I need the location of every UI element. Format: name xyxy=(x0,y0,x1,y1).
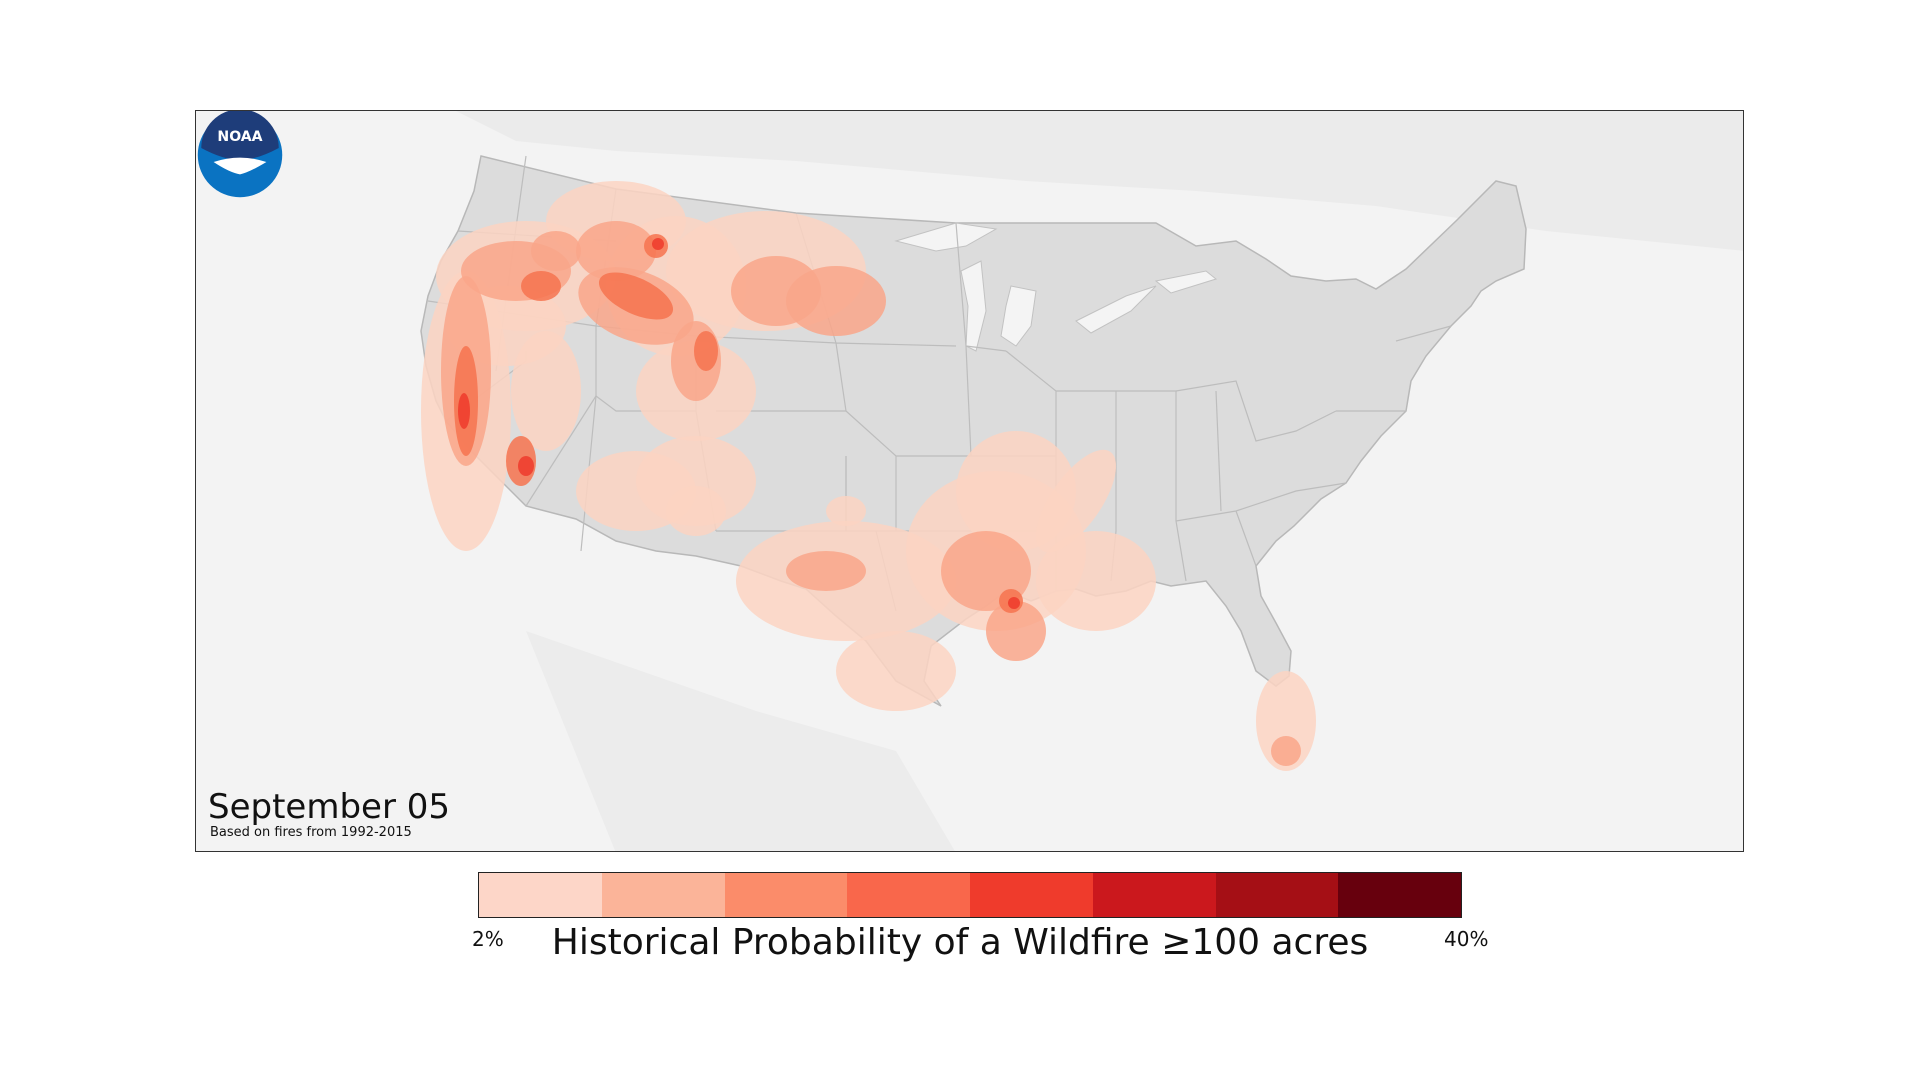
map-panel: September 05 Based on fires from 1992-20… xyxy=(195,110,1744,852)
noaa-logo-text: NOAA xyxy=(217,129,262,145)
legend-title: Historical Probability of a Wildfire ≥10… xyxy=(551,922,1369,963)
legend-swatch-7 xyxy=(1215,873,1339,917)
legend-max-label: 40% xyxy=(1444,927,1489,951)
legend-swatch-8 xyxy=(1338,873,1461,917)
data-source-note: Based on fires from 1992-2015 xyxy=(210,825,412,840)
color-legend xyxy=(478,872,1462,918)
legend-min-label: 2% xyxy=(472,927,504,951)
noaa-logo: NOAA xyxy=(197,111,283,198)
legend-swatch-5 xyxy=(970,873,1093,917)
legend-swatch-1 xyxy=(479,873,602,917)
legend-swatch-6 xyxy=(1092,873,1216,917)
canada-land xyxy=(456,111,1743,251)
legend-swatch-2 xyxy=(601,873,725,917)
us-map xyxy=(196,111,1743,851)
legend-swatch-4 xyxy=(847,873,970,917)
mexico-land xyxy=(526,631,955,851)
legend-swatch-3 xyxy=(724,873,848,917)
fire-probability-layer xyxy=(421,181,1316,771)
map-date-label: September 05 xyxy=(208,787,451,827)
great-lakes xyxy=(894,222,1218,352)
